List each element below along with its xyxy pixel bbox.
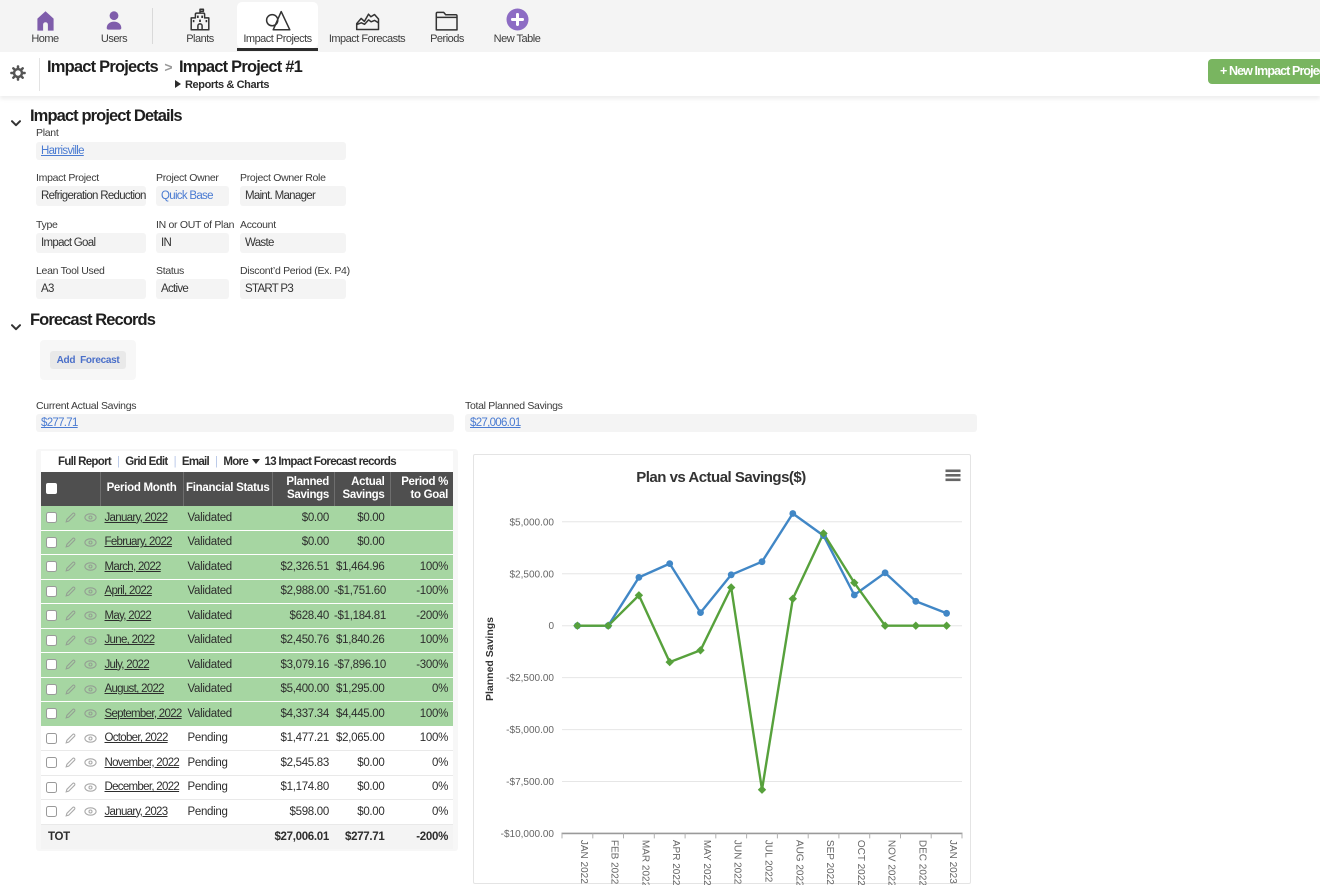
- svg-text:FEB 2022: FEB 2022: [609, 840, 620, 885]
- svg-text:0: 0: [548, 621, 554, 632]
- svg-text:$2,500.00: $2,500.00: [510, 569, 555, 580]
- svg-text:JAN 2022: JAN 2022: [578, 840, 589, 884]
- svg-text:Planned Savings: Planned Savings: [484, 617, 496, 701]
- svg-text:JUN 2022: JUN 2022: [732, 840, 743, 885]
- svg-text:-$5,000.00: -$5,000.00: [506, 725, 554, 736]
- svg-text:DEC 2022: DEC 2022: [916, 840, 927, 885]
- svg-text:JUL 2022: JUL 2022: [763, 840, 774, 883]
- svg-text:AUG 2022: AUG 2022: [793, 840, 804, 885]
- svg-text:OCT 2022: OCT 2022: [855, 840, 866, 885]
- svg-text:-$7,500.00: -$7,500.00: [506, 777, 554, 788]
- svg-text:-$2,500.00: -$2,500.00: [506, 673, 554, 684]
- svg-text:JAN 2023: JAN 2023: [947, 840, 958, 884]
- svg-text:-$10,000.00: -$10,000.00: [501, 829, 555, 840]
- svg-text:MAY 2022: MAY 2022: [701, 840, 712, 885]
- svg-text:$5,000.00: $5,000.00: [510, 517, 555, 528]
- svg-text:MAR 2022: MAR 2022: [639, 840, 650, 885]
- svg-text:NOV 2022: NOV 2022: [886, 840, 897, 885]
- svg-text:APR 2022: APR 2022: [670, 840, 681, 885]
- svg-text:SEP 2022: SEP 2022: [824, 840, 835, 885]
- svg-text:Plan vs Actual Savings($): Plan vs Actual Savings($): [636, 469, 806, 486]
